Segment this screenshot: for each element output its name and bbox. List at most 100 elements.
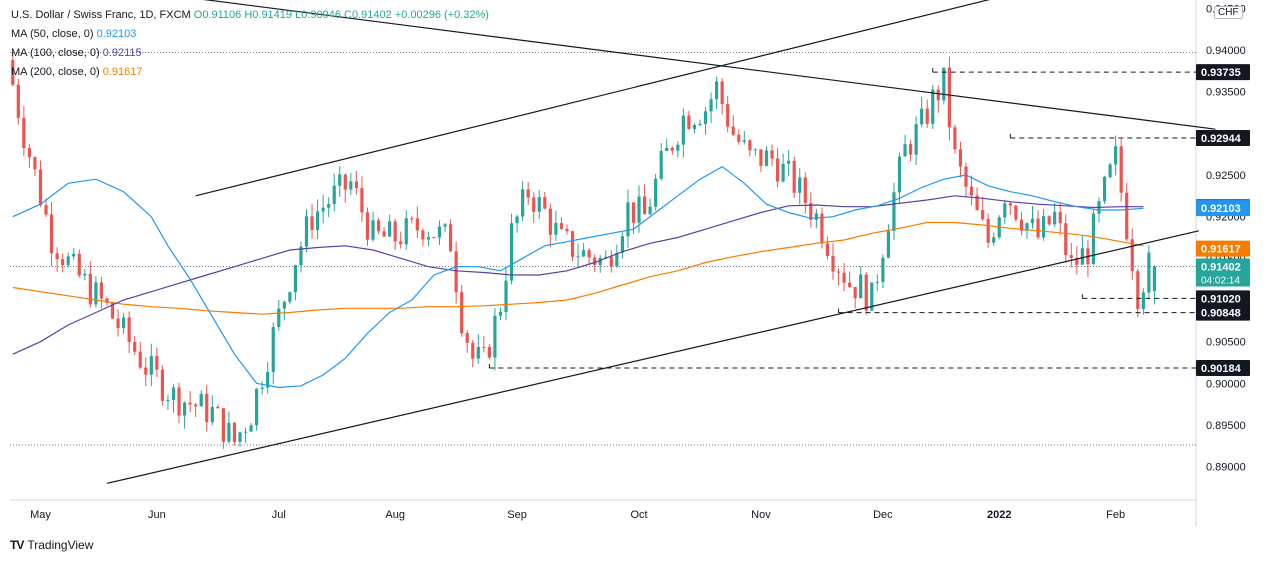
candle-body bbox=[753, 149, 758, 151]
candle-body bbox=[338, 174, 342, 186]
candle-body bbox=[953, 127, 957, 150]
candle-body bbox=[243, 431, 248, 433]
candle-body bbox=[908, 144, 913, 155]
candle-body bbox=[687, 115, 691, 129]
candle-body bbox=[1058, 211, 1062, 224]
y-tick-label: 0.90500 bbox=[1206, 337, 1246, 349]
candle-body bbox=[221, 408, 225, 442]
candle-body bbox=[748, 140, 752, 151]
candle-body bbox=[737, 134, 741, 142]
currency-badge[interactable]: CHF bbox=[1214, 6, 1243, 19]
candle-body bbox=[182, 402, 187, 416]
candle-body bbox=[836, 271, 841, 273]
candle-body bbox=[404, 218, 408, 245]
candle-body bbox=[969, 186, 974, 196]
price-label: 0.92944 bbox=[1201, 133, 1242, 145]
candle-body bbox=[792, 160, 796, 193]
candle-body bbox=[615, 252, 619, 267]
channel-lower-trendline bbox=[106, 230, 1199, 484]
candle-body bbox=[886, 230, 891, 258]
descending-resistance-trendline bbox=[203, 0, 1216, 130]
candle-body bbox=[110, 302, 115, 319]
tradingview-logo[interactable]: TV TradingView bbox=[10, 538, 93, 552]
candle-body bbox=[548, 208, 552, 235]
candle-body bbox=[349, 181, 353, 190]
candle-body bbox=[726, 104, 730, 127]
candle-body bbox=[593, 257, 597, 266]
ma50-label: MA (50, close, 0) bbox=[11, 28, 94, 40]
candle-body bbox=[1136, 271, 1140, 310]
candle-body bbox=[465, 333, 469, 343]
candle-body bbox=[94, 282, 98, 305]
candle-body bbox=[232, 422, 237, 442]
candle-body bbox=[260, 387, 264, 389]
candle-body bbox=[931, 89, 935, 124]
candle-body bbox=[825, 243, 830, 257]
candle-body bbox=[681, 115, 685, 145]
candle-body bbox=[393, 221, 397, 242]
price-label: 0.92103 bbox=[1201, 203, 1241, 215]
candle-body bbox=[870, 282, 874, 311]
x-tick-label: Jun bbox=[148, 509, 166, 521]
candle-body bbox=[831, 256, 835, 272]
candle-body bbox=[227, 422, 231, 442]
tradingview-icon: TV bbox=[10, 538, 24, 552]
candle-body bbox=[709, 99, 713, 112]
candle-body bbox=[476, 346, 480, 359]
candle-body bbox=[99, 282, 104, 299]
candle-body bbox=[354, 181, 358, 189]
candle-body bbox=[715, 81, 719, 100]
candle-body bbox=[1064, 223, 1068, 256]
candle-body bbox=[543, 197, 547, 209]
legend-ma50[interactable]: MA (50, close, 0) 0.92103 bbox=[11, 25, 489, 44]
candle-body bbox=[255, 388, 259, 426]
candle-body bbox=[914, 124, 918, 155]
candle-body bbox=[122, 317, 126, 329]
candle-body bbox=[299, 246, 303, 266]
candle-body bbox=[1069, 255, 1073, 258]
ma200-value: 0.91617 bbox=[102, 66, 143, 78]
candle-body bbox=[842, 272, 846, 283]
channel-upper-trendline bbox=[195, 0, 991, 197]
legend-header: U.S. Dollar / Swiss Franc, 1D, FXCM O0.9… bbox=[11, 6, 489, 25]
candle-body bbox=[83, 273, 87, 276]
candle-body bbox=[770, 150, 774, 159]
y-tick-label: 0.90000 bbox=[1206, 378, 1246, 390]
candle-body bbox=[892, 192, 896, 231]
candle-body bbox=[659, 150, 663, 179]
candle-body bbox=[742, 140, 746, 142]
candle-body bbox=[11, 60, 15, 85]
candle-body bbox=[1036, 218, 1040, 238]
candle-body bbox=[432, 237, 436, 239]
y-tick-label: 0.93500 bbox=[1206, 87, 1246, 99]
candle-body bbox=[665, 147, 669, 151]
symbol-title[interactable]: U.S. Dollar / Swiss Franc, 1D, FXCM bbox=[11, 9, 191, 21]
candle-body bbox=[759, 149, 763, 166]
price-label: 0.91617 bbox=[1201, 244, 1241, 256]
candle-body bbox=[609, 256, 613, 267]
candle-body bbox=[194, 404, 198, 407]
candle-body bbox=[764, 150, 769, 166]
candle-body bbox=[133, 341, 137, 352]
candle-body bbox=[388, 221, 392, 237]
candle-body bbox=[415, 218, 419, 231]
ma50-line bbox=[12, 165, 1144, 389]
x-tick-label: May bbox=[30, 509, 51, 521]
candle-body bbox=[277, 308, 281, 328]
candle-body bbox=[554, 223, 558, 235]
candle-body bbox=[920, 108, 924, 125]
legend-ma200[interactable]: MA (200, close, 0) 0.91617 bbox=[11, 63, 489, 82]
candle-body bbox=[22, 117, 26, 149]
legend-ma100[interactable]: MA (100, close, 0) 0.92115 bbox=[11, 44, 489, 63]
ma50-value: 0.92103 bbox=[96, 28, 137, 40]
candle-body bbox=[376, 220, 381, 232]
price-label: 0.91020 bbox=[1201, 293, 1241, 305]
x-tick-label: Sep bbox=[507, 509, 527, 521]
candle-body bbox=[293, 265, 298, 293]
candle-body bbox=[654, 178, 658, 207]
candle-body bbox=[288, 292, 292, 302]
candle-body bbox=[138, 351, 142, 368]
x-tick-label: Feb bbox=[1106, 509, 1125, 521]
price-label-box bbox=[1196, 304, 1250, 321]
